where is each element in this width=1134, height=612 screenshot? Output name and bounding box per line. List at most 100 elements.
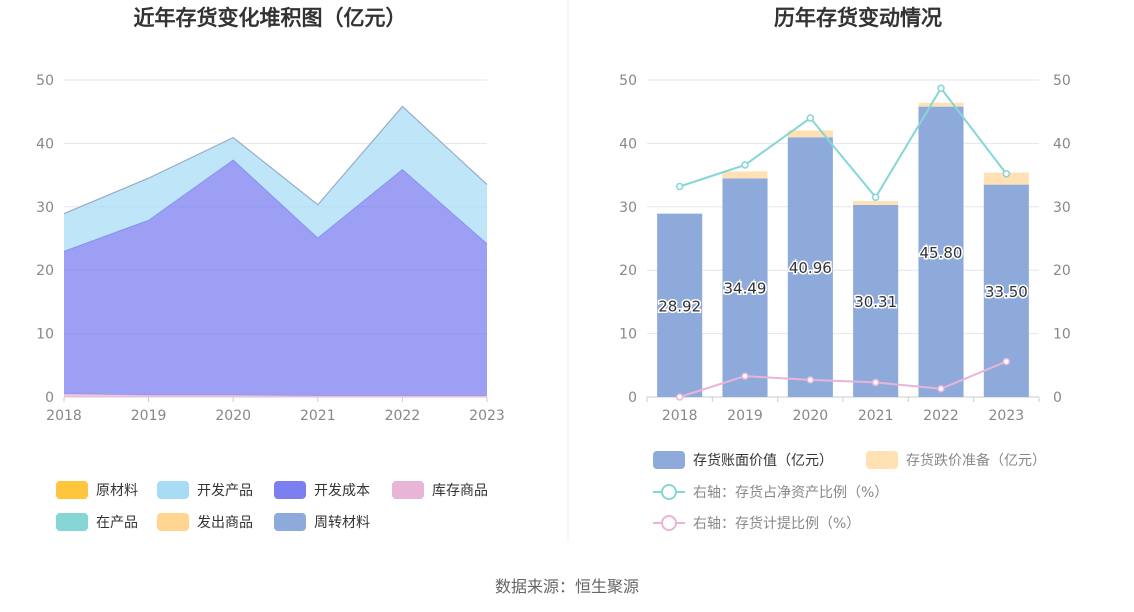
right-legend-item[interactable]: 存货账面价值（亿元） (653, 451, 833, 469)
line-point (675, 393, 684, 401)
line-point (1002, 170, 1011, 178)
bar-impairment (853, 201, 899, 205)
bar-value-label: 30.31 (854, 293, 897, 311)
bar-line-combo-chart: 历年存货变动情况 28.9234.4940.9630.3145.8033.50 … (619, 6, 1071, 532)
legend-swatch (56, 481, 88, 499)
right-y2-tick-label: 50 (1053, 73, 1071, 89)
left-y-tick-label: 0 (45, 390, 54, 406)
right-y-axis-right: 0 10 20 30 40 50 (1053, 73, 1071, 406)
left-x-tick-label: 2020 (215, 408, 251, 424)
line-point (806, 114, 815, 122)
bar-impairment (722, 171, 768, 179)
right-legend: 存货账面价值（亿元） 存货跌价准备（亿元） 右轴：存货占净资产比例（%） 右轴：存货计… (653, 451, 1046, 532)
legend-label: 右轴：存货占净资产比例（%） (693, 484, 888, 501)
right-lines (675, 84, 1011, 401)
line-point (806, 376, 815, 384)
bar-book-value (853, 204, 899, 397)
bar-value-label: 40.96 (789, 259, 832, 277)
bar-book-value (722, 178, 768, 397)
bar-book-value (787, 137, 833, 397)
legend-marker (661, 515, 677, 531)
legend-marker (661, 484, 677, 500)
left-legend-item[interactable]: 开发产品 (157, 481, 253, 499)
right-y2-tick-label: 40 (1053, 136, 1071, 152)
left-x-tick-label: 2023 (469, 408, 505, 424)
right-legend-item[interactable]: 右轴：存货计提比例（%） (653, 515, 860, 532)
line-point (871, 378, 880, 387)
line-point (937, 84, 945, 92)
left-legend-item[interactable]: 开发成本 (274, 481, 370, 499)
legend-swatch (274, 513, 306, 531)
source-note: 数据来源：恒生聚源 (495, 577, 639, 596)
legend-label: 开发产品 (197, 483, 253, 499)
legend-swatch (274, 481, 306, 499)
right-y2-tick-label: 20 (1053, 263, 1071, 279)
legend-label: 开发成本 (314, 483, 370, 499)
left-legend-item[interactable]: 周转材料 (274, 513, 370, 531)
legend-swatch (392, 481, 424, 499)
bar-impairment (918, 102, 964, 107)
right-y-axis-left: 0 10 20 30 40 50 (619, 73, 637, 406)
right-y2-tick-label: 0 (1053, 390, 1062, 406)
right-legend-item[interactable]: 右轴：存货占净资产比例（%） (653, 484, 888, 501)
left-areas (63, 105, 488, 397)
left-x-tick-label: 2021 (300, 408, 336, 424)
left-y-tick-label: 40 (36, 136, 54, 152)
left-legend-item[interactable]: 发出商品 (157, 513, 253, 531)
bar-impairment (983, 172, 1029, 185)
left-legend-item[interactable]: 库存商品 (392, 481, 488, 499)
right-chart-title: 历年存货变动情况 (774, 6, 942, 30)
bar-book-value (918, 106, 964, 398)
left-y-tick-label: 10 (36, 327, 54, 343)
right-legend-item[interactable]: 存货跌价准备（亿元） (866, 451, 1046, 469)
right-x-tick-label: 2021 (858, 408, 894, 424)
right-x-tick-label: 2020 (793, 408, 829, 424)
right-grid (647, 79, 1039, 398)
left-legend-item[interactable]: 原材料 (56, 481, 138, 499)
legend-label: 原材料 (96, 483, 138, 499)
legend-label: 在产品 (96, 515, 138, 531)
right-y-tick-label: 10 (619, 327, 637, 343)
line-provision-ratio (679, 360, 1007, 398)
left-x-tick-label: 2019 (131, 408, 167, 424)
legend-label: 右轴：存货计提比例（%） (693, 515, 860, 532)
right-y-tick-label: 40 (619, 136, 637, 152)
legend-swatch (56, 513, 88, 531)
area-开发产品 (64, 106, 487, 252)
right-x-tick-label: 2023 (989, 408, 1025, 424)
line-point (871, 193, 880, 202)
legend-swatch (653, 451, 685, 469)
bar-impairment (787, 130, 833, 138)
left-chart-title: 近年存货变化堆积图（亿元） (134, 6, 407, 30)
right-bar-labels: 28.92 34.49 40.96 30.31 45.80 33.50 (657, 242, 1030, 317)
right-bars (657, 102, 1029, 398)
legend-swatch (157, 481, 189, 499)
line-point (1002, 357, 1011, 366)
legend-label: 库存商品 (432, 483, 488, 499)
line-point (937, 385, 945, 393)
right-y2-tick-label: 30 (1053, 200, 1071, 216)
left-x-tick-label: 2022 (385, 408, 421, 424)
bar-value-label: 28.92 (658, 297, 701, 315)
legend-label: 周转材料 (314, 515, 370, 531)
bar-value-label: 33.50 (985, 283, 1028, 301)
legend-swatch (866, 451, 898, 469)
line-inventory-ratio (679, 86, 1008, 200)
area-开发成本 (64, 159, 487, 396)
bar-value-label: 45.80 (920, 244, 963, 262)
bar-book-value (657, 213, 703, 397)
legend-label: 存货账面价值（亿元） (693, 452, 833, 469)
left-y-tick-label: 20 (36, 263, 54, 279)
line-point (675, 182, 684, 191)
line-point (741, 161, 749, 169)
right-y2-tick-label: 10 (1053, 327, 1071, 343)
left-legend-item[interactable]: 在产品 (56, 513, 138, 531)
left-y-axis: 0 10 20 30 40 50 (36, 73, 54, 406)
right-y-tick-label: 50 (619, 73, 637, 89)
bar-value-label: 34.49 (724, 280, 767, 298)
right-y-tick-label: 20 (619, 263, 637, 279)
right-x-tick-label: 2019 (727, 408, 763, 424)
